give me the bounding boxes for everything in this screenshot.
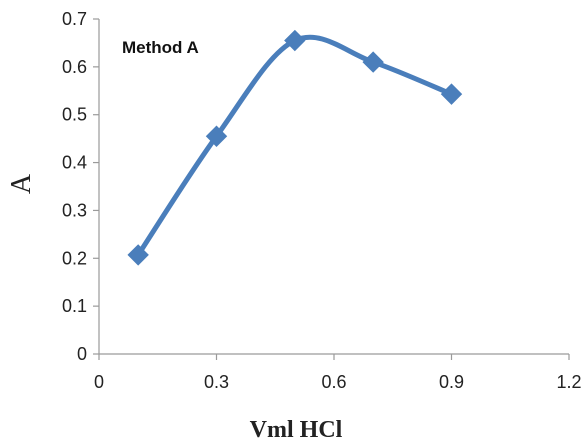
series-group bbox=[127, 29, 463, 266]
x-axis-title: Vml HCl bbox=[250, 417, 343, 443]
x-tick-label: 0.9 bbox=[439, 372, 464, 392]
y-tick-label: 0 bbox=[77, 344, 87, 364]
y-tick-label: 0.6 bbox=[62, 57, 87, 77]
x-tick-label: 0.3 bbox=[204, 372, 229, 392]
y-tick-label: 0.5 bbox=[62, 105, 87, 125]
y-tick-label: 0.2 bbox=[62, 248, 87, 268]
y-tick-label: 0.3 bbox=[62, 200, 87, 220]
y-tick-label: 0.1 bbox=[62, 296, 87, 316]
method-annotation: Method A bbox=[122, 38, 199, 57]
y-tick-label: 0.7 bbox=[62, 9, 87, 29]
y-tick-label: 0.4 bbox=[62, 153, 87, 173]
data-point-marker bbox=[362, 51, 384, 73]
data-point-marker bbox=[205, 125, 228, 147]
y-ticks: 0 0.1 0.2 0.3 0.4 0.5 0.6 0.7 bbox=[62, 9, 99, 364]
series-line bbox=[135, 34, 454, 258]
y-axis-title: A bbox=[6, 173, 37, 194]
x-tick-label: 0 bbox=[94, 372, 104, 392]
data-point-marker bbox=[440, 83, 463, 105]
x-ticks: 0 0.3 0.6 0.9 1.2 bbox=[94, 354, 582, 392]
x-tick-label: 1.2 bbox=[556, 372, 581, 392]
data-point-marker bbox=[284, 29, 306, 52]
x-tick-label: 0.6 bbox=[321, 372, 346, 392]
axes bbox=[98, 19, 569, 355]
data-point-marker bbox=[127, 244, 149, 266]
